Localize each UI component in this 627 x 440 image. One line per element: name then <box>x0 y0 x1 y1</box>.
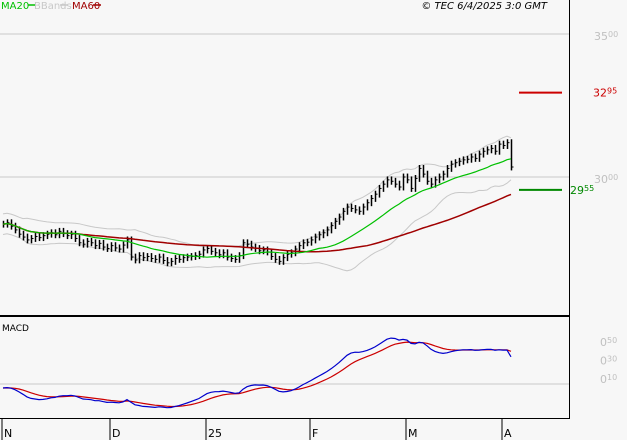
x-tick-label: M <box>408 427 418 440</box>
macd-panel: MACD <box>2 324 512 409</box>
x-tick-label: D <box>112 427 120 440</box>
macd-tick-label: 050 <box>600 336 617 349</box>
bollinger-bands <box>2 135 512 272</box>
price-levels: 3295 2955 <box>519 87 617 197</box>
legend: MA20 BBands MA60 © TEC 6/4/2025 3:0 GMT <box>1 1 548 12</box>
price-tick-label: 3000 <box>594 173 618 186</box>
price-bars <box>2 139 514 267</box>
x-axis: N D 25 F M A <box>1 419 512 440</box>
legend-bbands: BBands <box>34 1 72 12</box>
macd-tick-label: 030 <box>600 354 617 367</box>
bband-lower <box>2 179 512 272</box>
copyright: © TEC 6/4/2025 3:0 GMT <box>421 1 548 12</box>
x-tick-label: A <box>504 427 512 440</box>
macd-tick-label: 010 <box>600 373 617 386</box>
bband-upper <box>2 135 512 248</box>
grid <box>0 33 569 385</box>
macd-title: MACD <box>2 324 29 334</box>
macd-line <box>2 337 512 409</box>
price-tick-label: 3500 <box>594 30 618 43</box>
legend-ma20: MA20 <box>1 1 29 12</box>
resistance-label: 3295 <box>593 87 617 100</box>
moving-averages <box>2 158 512 258</box>
support-label: 2955 <box>570 184 594 197</box>
ma20-line <box>2 158 512 258</box>
x-tick-label: F <box>312 427 318 440</box>
x-tick-label: N <box>4 427 12 440</box>
ma60-line <box>2 193 512 253</box>
macd-signal-line <box>2 341 512 408</box>
x-tick-label: 25 <box>208 427 222 440</box>
legend-ma60: MA60 <box>72 1 100 12</box>
price-axis: 3500 3000 050 030 010 <box>594 30 618 386</box>
